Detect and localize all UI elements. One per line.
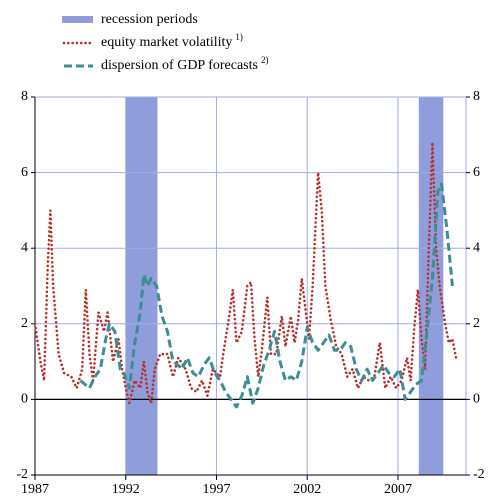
y-tick-label: 6 [21,165,28,180]
series-line [33,141,458,405]
legend-name: equity market volatility [101,35,232,50]
recession-band [125,97,158,475]
legend-label: recession periods [101,12,198,27]
legend-label: equity market volatility 1) [101,32,243,50]
y2-tick-label: -2 [473,467,485,482]
y2-tick-label: 6 [473,165,480,180]
legend-name: dispersion of GDP forecasts [101,58,258,73]
x-tick-label: 2007 [384,482,412,497]
y-tick-label: 0 [21,392,28,407]
x-tick-label: 1987 [21,482,49,497]
x-tick-label: 1992 [112,482,140,497]
legend-footnote: 2) [261,55,269,65]
y2-tick-label: 4 [473,240,480,255]
y2-tick-label: 2 [473,316,480,331]
y-tick-label: 8 [21,89,28,104]
y2-tick-label: 0 [473,392,480,407]
legend-footnote: 1) [235,32,243,42]
series-line [79,182,454,409]
y-tick-label: -2 [16,467,28,482]
legend: recession periods equity market volatilit… [62,12,268,73]
legend-swatch [62,16,93,23]
y-tick-label: 2 [21,316,28,331]
y2-tick-label: 8 [473,89,480,104]
x-tick-label: 2002 [293,482,321,497]
x-tick-label: 1997 [202,482,230,497]
y-tick-label: 4 [21,240,28,255]
legend-label: dispersion of GDP forecasts 2) [101,55,268,73]
